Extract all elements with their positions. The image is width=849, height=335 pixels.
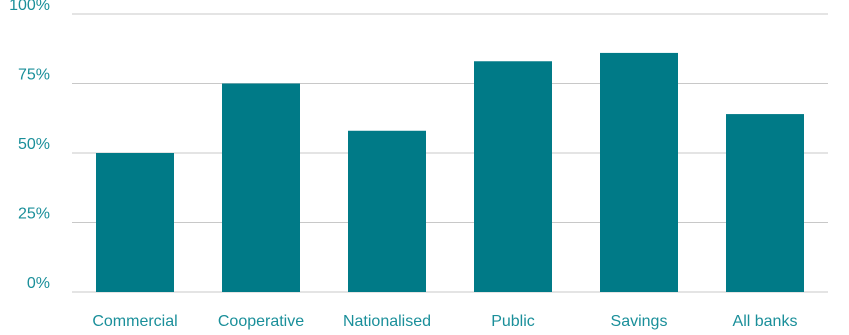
x-tick-label: Commercial [92, 313, 177, 330]
x-tick-label: Public [491, 313, 535, 330]
bar-commercial [96, 153, 174, 292]
bar-savings [600, 52, 678, 292]
x-axis-tick-labels: Commercial Cooperative Nationalised Public S… [92, 313, 797, 330]
bar-cooperative [222, 83, 300, 292]
x-tick-label: Nationalised [343, 313, 431, 330]
gridlines [72, 13, 828, 293]
bar-all-banks [726, 114, 804, 292]
bar-public [474, 61, 552, 293]
x-tick-label: All banks [733, 313, 798, 330]
y-tick-label: 0% [27, 275, 50, 292]
bar-nationalised [348, 130, 426, 292]
y-tick-label: 75% [18, 67, 50, 84]
bars [96, 52, 804, 293]
y-tick-label: 100% [9, 0, 50, 14]
y-axis-tick-labels: 0% 25% 50% 75% 100% [9, 0, 50, 292]
x-tick-label: Savings [611, 313, 668, 330]
y-tick-label: 25% [18, 206, 50, 223]
y-tick-label: 50% [18, 136, 50, 153]
x-tick-label: Cooperative [218, 313, 304, 330]
